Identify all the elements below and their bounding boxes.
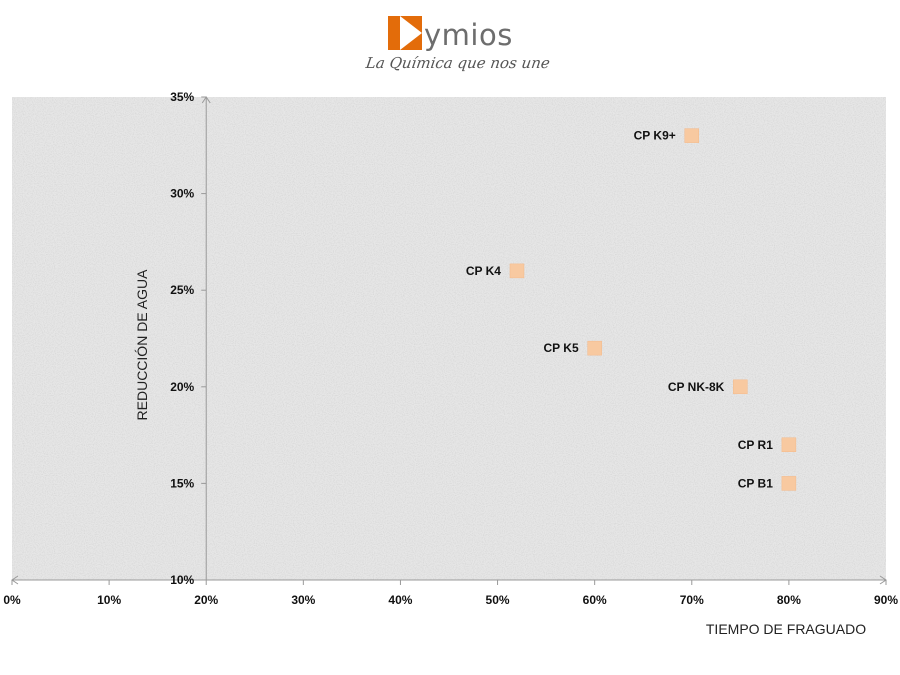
x-tick-label: 90%: [874, 593, 898, 607]
data-point-marker: [733, 380, 747, 394]
data-point-marker: [510, 264, 524, 278]
y-tick-label: 10%: [170, 573, 194, 587]
data-point-label: CP K5: [544, 341, 579, 355]
x-tick-label: 60%: [583, 593, 607, 607]
data-point-label: CP R1: [738, 438, 773, 452]
x-tick-label: 10%: [97, 593, 121, 607]
data-point-label: CP B1: [738, 476, 773, 490]
y-tick-label: 20%: [170, 380, 194, 394]
x-tick-label: 0%: [3, 593, 21, 607]
x-tick-label: 30%: [291, 593, 315, 607]
x-tick-label: 70%: [680, 593, 704, 607]
data-point-marker: [782, 438, 796, 452]
x-axis-title: TIEMPO DE FRAGUADO: [706, 621, 866, 637]
x-tick-label: 40%: [388, 593, 412, 607]
data-point-label: CP K9+: [634, 129, 676, 143]
data-point-label: CP K4: [466, 264, 501, 278]
data-point-marker: [685, 129, 699, 143]
y-tick-label: 30%: [170, 187, 194, 201]
x-tick-label: 80%: [777, 593, 801, 607]
y-tick-label: 25%: [170, 283, 194, 297]
y-tick-label: 15%: [170, 476, 194, 490]
y-axis-title: REDUCCIÓN DE AGUA: [134, 269, 150, 421]
y-tick-label: 35%: [170, 90, 194, 104]
data-point-marker: [782, 476, 796, 490]
data-point-label: CP NK-8K: [668, 380, 725, 394]
data-point-marker: [588, 341, 602, 355]
x-tick-label: 50%: [486, 593, 510, 607]
x-tick-label: 20%: [194, 593, 218, 607]
